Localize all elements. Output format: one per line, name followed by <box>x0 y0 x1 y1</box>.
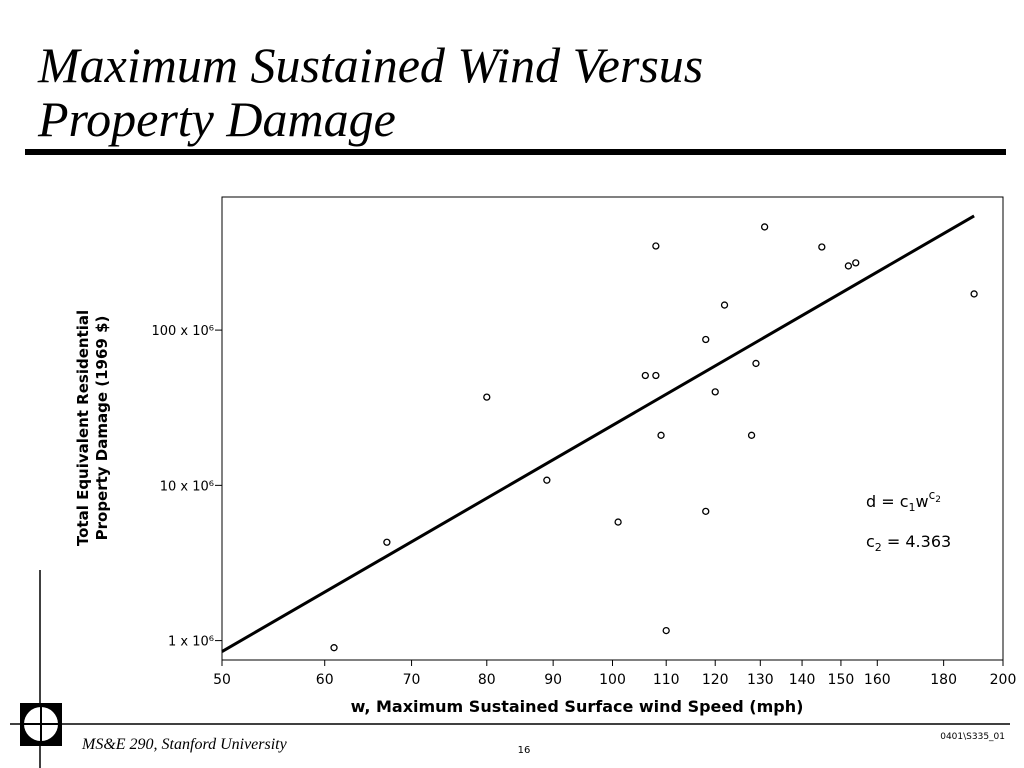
data-point <box>543 476 551 484</box>
data-point <box>330 644 338 652</box>
x-tick-label: 70 <box>403 672 421 688</box>
data-point <box>747 431 756 439</box>
footer-text: MS&E 290, Stanford University <box>81 736 288 753</box>
x-tick-label: 60 <box>316 672 334 688</box>
data-point <box>970 290 978 298</box>
page-number: 16 <box>518 745 531 756</box>
x-tick-label: 150 <box>828 672 855 688</box>
slide-code: 0401\S335_01 <box>940 732 1005 742</box>
x-tick-label: 120 <box>702 672 729 688</box>
slide-title: Property Damage <box>37 91 396 147</box>
eq-sup: c <box>929 488 936 502</box>
data-point <box>652 242 660 250</box>
coef-part: = 4.363 <box>882 532 951 551</box>
x-tick-label: 90 <box>544 672 562 688</box>
data-point <box>657 431 665 439</box>
x-tick-label: 80 <box>478 672 496 688</box>
data-point <box>711 388 719 396</box>
y-axis-label: Total Equivalent Residential Property Da… <box>74 310 111 546</box>
x-tick-label: 180 <box>930 672 957 688</box>
y-tick-label: 100 x 10⁶ <box>151 324 214 339</box>
eq-sub: 1 <box>909 501 916 514</box>
fit-line <box>221 214 975 653</box>
x-tick-label: 140 <box>789 672 816 688</box>
data-point <box>641 371 649 380</box>
x-tick-label: 130 <box>747 672 774 688</box>
data-point <box>383 538 391 546</box>
data-point <box>652 371 660 380</box>
data-point <box>702 507 710 516</box>
eq-sup-sub: 2 <box>935 495 941 505</box>
x-tick-label: 200 <box>990 672 1017 688</box>
y-tick-label: 1 x 10⁶ <box>168 635 214 650</box>
data-point <box>760 223 769 231</box>
data-point <box>662 626 670 635</box>
slide-title: Maximum Sustained Wind Versus <box>37 37 703 93</box>
y-axis-label-line: Property Damage (1969 $) <box>93 316 111 541</box>
coef-part: c <box>866 532 875 551</box>
x-tick-label: 160 <box>864 672 891 688</box>
coef-sub: 2 <box>875 541 882 554</box>
title-rule <box>25 149 1006 155</box>
data-point <box>818 243 826 251</box>
x-tick-label: 50 <box>213 672 231 688</box>
x-tick-label: 110 <box>653 672 680 688</box>
eq-part: w <box>916 492 929 511</box>
y-axis-label-line: Total Equivalent Residential <box>74 310 92 546</box>
x-axis-label: w, Maximum Sustained Surface wind Speed … <box>351 697 804 716</box>
data-point <box>844 262 853 270</box>
data-point <box>483 393 491 401</box>
data-point <box>752 359 760 368</box>
eq-part: d = c <box>866 492 909 511</box>
data-point <box>702 335 710 344</box>
coefficient: c2 = 4.363 <box>866 532 951 554</box>
y-tick-label: 10 x 10⁶ <box>160 479 214 494</box>
x-tick-label: 100 <box>599 672 626 688</box>
data-point <box>852 259 860 267</box>
data-point <box>720 301 729 309</box>
data-point <box>614 518 622 526</box>
equation: d = c1wc2 <box>866 488 941 514</box>
